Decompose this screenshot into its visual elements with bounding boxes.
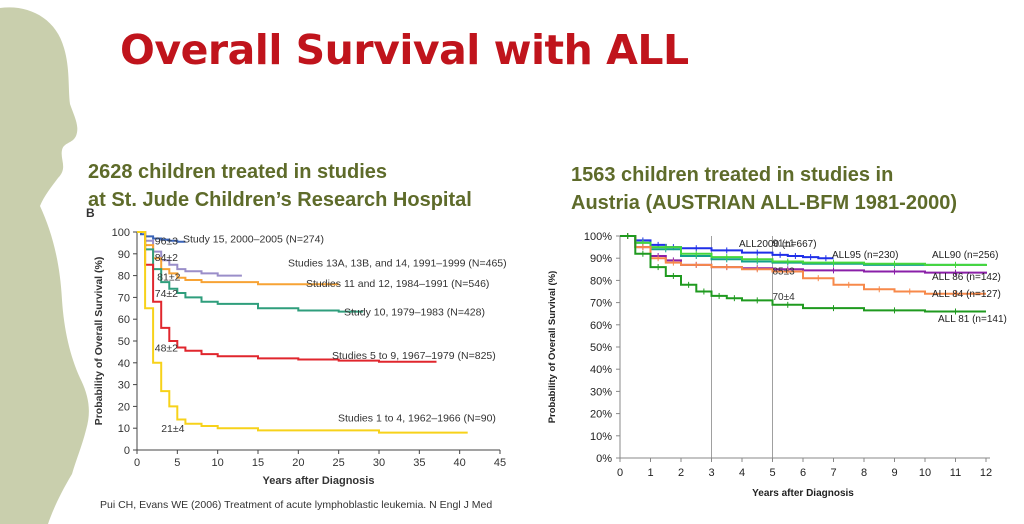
series-line [137, 231, 468, 434]
x-tick-label: 45 [494, 457, 506, 469]
annotation-label: 81±2 [157, 272, 180, 284]
slide-title: Overall Survival with ALL [120, 26, 689, 74]
y-tick-label: 40 [118, 358, 130, 370]
right-heading: 1563 children treated in studies in Aust… [571, 161, 957, 217]
annotation-label: 96±3 [155, 236, 178, 248]
right-heading-line1: 1563 children treated in studies in [571, 164, 894, 186]
annotation-label: 91±1 [773, 239, 796, 250]
y-tick-label: 70 [118, 292, 130, 304]
series-line [137, 231, 186, 243]
annotation-label: 48±2 [155, 343, 178, 355]
y-tick-label: 30 [118, 380, 130, 392]
x-tick-label: 5 [769, 467, 775, 479]
x-tick-label: 20 [292, 457, 304, 469]
series-line [137, 231, 437, 363]
series-label: Study 10, 1979–1983 (N=428) [344, 307, 485, 319]
series-line [137, 231, 242, 277]
y-tick-label: 50% [590, 342, 612, 354]
y-tick-label: 30% [590, 386, 612, 398]
y-tick-label: 90% [590, 253, 612, 265]
series-label: Studies 13A, 13B, and 14, 1991–1999 (N=4… [288, 258, 507, 270]
y-tick-label: 60 [118, 314, 130, 326]
x-tick-label: 25 [333, 457, 345, 469]
x-tick-label: 35 [413, 457, 425, 469]
y-tick-label: 10% [590, 431, 612, 443]
x-tick-label: 5 [174, 457, 180, 469]
x-axis-label: Years after Diagnosis [263, 475, 375, 487]
series-line [137, 231, 339, 286]
x-tick-label: 9 [891, 467, 897, 479]
y-tick-label: 100 [112, 227, 130, 239]
left-heading-line2: at St. Jude Children’s Research Hospital [88, 189, 472, 211]
y-tick-label: 70% [590, 298, 612, 310]
y-tick-label: 20 [118, 401, 130, 413]
series-label: ALL90 (n=256) [932, 250, 998, 261]
x-tick-label: 8 [861, 467, 867, 479]
x-tick-label: 10 [919, 467, 931, 479]
series-label: Studies 5 to 9, 1967–1979 (N=825) [332, 350, 496, 362]
annotation-label: 85±3 [773, 266, 796, 277]
citation: Pui CH, Evans WE (2006) Treatment of acu… [100, 499, 493, 511]
annotation-label: 84±2 [155, 252, 178, 264]
child-silhouette [0, 7, 89, 524]
series-label: ALL 86 (n=142) [932, 272, 1001, 283]
annotation-label: 70±4 [773, 292, 796, 303]
x-tick-label: 40 [454, 457, 466, 469]
series-label: ALL 84 (n=127) [932, 289, 1001, 300]
x-tick-label: 2 [678, 467, 684, 479]
y-tick-label: 0 [124, 445, 130, 457]
x-tick-label: 6 [800, 467, 806, 479]
panel-label: B [86, 206, 95, 220]
series-label: Studies 11 and 12, 1984–1991 (N=546) [306, 278, 489, 290]
austria-survival-chart: 0%10%20%30%40%50%60%70%80%90%100%0 1 2 3 4 5 6… [547, 231, 1007, 499]
x-tick-label: 7 [830, 467, 836, 479]
x-tick-label: 30 [373, 457, 385, 469]
y-tick-label: 100% [584, 231, 612, 243]
x-tick-label: 11 [950, 467, 961, 479]
series-label: ALL95 (n=230) [832, 250, 898, 261]
x-tick-label: 12 [980, 467, 992, 479]
y-tick-label: 20% [590, 409, 612, 421]
y-tick-label: 90 [118, 249, 130, 261]
series-label: Studies 1 to 4, 1962–1966 (N=90) [338, 412, 496, 424]
series-line [620, 235, 987, 266]
annotation-label: 21±4 [161, 423, 184, 435]
y-tick-label: 80 [118, 271, 130, 283]
y-axis-label: Probability of Overall Survival (%) [93, 257, 105, 426]
x-tick-label: 10 [212, 457, 224, 469]
x-tick-label: 0 [617, 467, 623, 479]
x-tick-label: 3 [708, 467, 714, 479]
left-heading-line1: 2628 children treated in studies [88, 161, 387, 183]
annotation-label: 74±2 [155, 288, 178, 300]
x-tick-label: 4 [739, 467, 745, 479]
y-axis-label: Probability of Overall Survival (%) [547, 271, 558, 424]
series-label: Study 15, 2000–2005 (N=274) [183, 234, 324, 246]
x-tick-label: 15 [252, 457, 264, 469]
x-axis-label: Years after Diagnosis [752, 488, 854, 499]
y-tick-label: 0% [596, 453, 612, 465]
y-tick-label: 10 [118, 423, 130, 435]
x-tick-label: 1 [647, 467, 653, 479]
series-label: ALL2000 (n=667) [739, 239, 817, 250]
right-heading-line2: Austria (AUSTRIAN ALL-BFM 1981-2000) [571, 192, 957, 214]
silhouette-shape [0, 7, 89, 524]
y-tick-label: 50 [118, 336, 130, 348]
series-label: ALL 81 (n=141) [938, 314, 1007, 325]
st-jude-survival-chart: 0 10 20 30 40 50 60 70 80 90 100 0 5 10 15 20 25 30 35 40 45… [93, 227, 507, 487]
y-tick-label: 80% [590, 275, 612, 287]
x-tick-label: 0 [134, 457, 140, 469]
left-heading: 2628 children treated in studies at St. … [88, 158, 472, 214]
y-tick-label: 60% [590, 320, 612, 332]
y-tick-label: 40% [590, 364, 612, 376]
